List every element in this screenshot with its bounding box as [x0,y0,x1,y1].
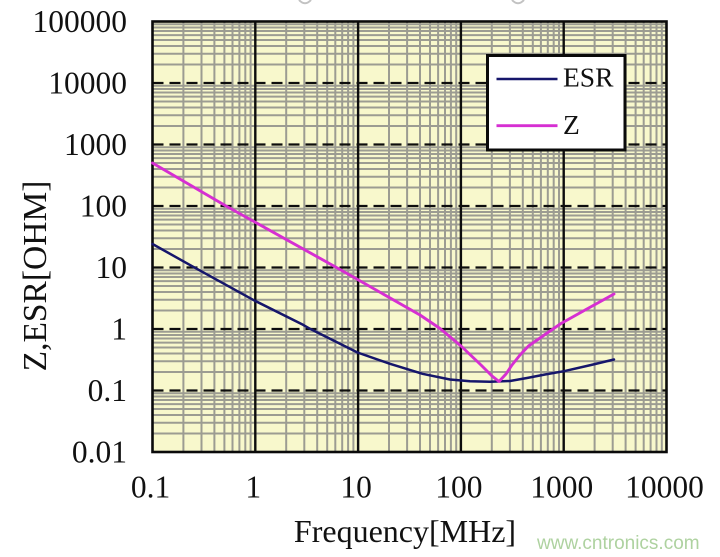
svg-text:ESR: ESR [563,62,614,93]
svg-text:0.1: 0.1 [88,373,127,408]
svg-text:10: 10 [96,250,128,285]
svg-text:1: 1 [111,311,127,346]
svg-text:Z,ESR[OHM]: Z,ESR[OHM] [17,181,54,372]
svg-text:Frequency[MHz]: Frequency[MHz] [294,513,516,549]
svg-text:1: 1 [245,470,261,505]
svg-text:100000: 100000 [33,4,128,39]
svg-text:0.01: 0.01 [72,434,127,469]
svg-text:1000: 1000 [64,127,127,162]
svg-text:0.1: 0.1 [131,470,170,505]
svg-text:1000: 1000 [530,470,593,505]
svg-text:100: 100 [80,188,127,223]
svg-text:10000: 10000 [48,65,127,100]
svg-text:100: 100 [435,470,482,505]
svg-text:10000: 10000 [625,470,704,505]
svg-text:www.cntronics.com: www.cntronics.com [536,533,700,554]
svg-text:10: 10 [340,470,372,505]
svg-text:Z: Z [563,109,580,140]
